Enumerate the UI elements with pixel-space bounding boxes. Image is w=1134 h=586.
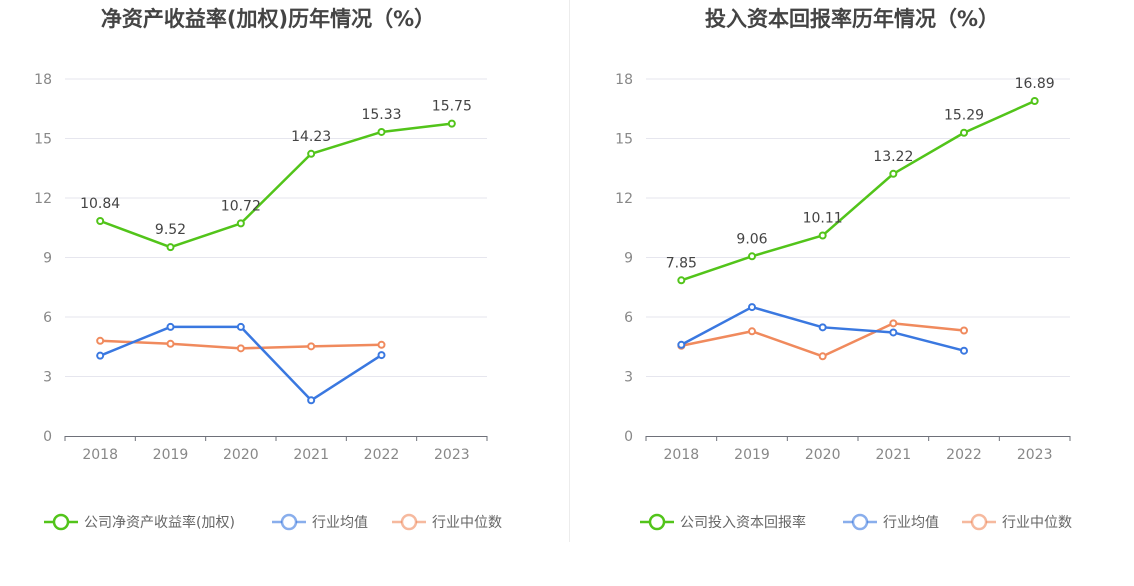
legend-marker xyxy=(400,513,418,531)
y-tick-label: 0 xyxy=(43,429,52,445)
data-point xyxy=(236,322,245,331)
legend-item: 行业中位数 xyxy=(392,513,502,531)
data-point xyxy=(377,340,386,349)
legend-label: 行业中位数 xyxy=(432,515,502,531)
data-point xyxy=(889,169,898,178)
legend-label: 公司投入资本回报率 xyxy=(680,514,806,531)
data-label: 10.84 xyxy=(80,196,120,212)
data-label: 9.06 xyxy=(736,231,767,247)
x-tick-label: 2022 xyxy=(946,447,982,463)
x-tick-label: 2020 xyxy=(223,447,259,463)
data-point xyxy=(818,352,827,361)
legend-marker xyxy=(280,513,298,531)
series-line xyxy=(680,99,1036,282)
data-point xyxy=(960,346,968,355)
data-label: 10.72 xyxy=(221,198,261,214)
data-point xyxy=(677,340,686,349)
y-tick-label: 12 xyxy=(615,191,633,207)
data-point xyxy=(889,319,898,328)
legend-marker xyxy=(648,513,666,531)
legend-item: 行业均值 xyxy=(272,513,368,531)
data-label: 9.52 xyxy=(155,222,186,238)
data-point xyxy=(1030,97,1039,106)
data-label: 15.75 xyxy=(432,99,472,115)
y-tick-label: 12 xyxy=(34,191,52,207)
data-label: 15.29 xyxy=(944,108,984,124)
x-tick-label: 2018 xyxy=(82,447,118,463)
data-label: 16.89 xyxy=(1015,76,1055,92)
data-point xyxy=(377,351,386,360)
data-point xyxy=(447,119,456,128)
data-point xyxy=(960,128,968,137)
x-tick-label: 2023 xyxy=(434,447,470,463)
y-tick-label: 18 xyxy=(615,72,633,88)
y-tick-label: 15 xyxy=(34,132,52,148)
legend-marker xyxy=(851,513,869,531)
x-tick-label: 2019 xyxy=(734,447,770,463)
data-point xyxy=(96,336,105,345)
data-point xyxy=(236,344,245,353)
y-tick-label: 6 xyxy=(624,310,633,326)
legend-item: 公司净资产收益率(加权) xyxy=(44,513,235,531)
y-tick-label: 3 xyxy=(43,370,52,386)
y-tick-label: 9 xyxy=(43,251,52,267)
chart-panel-0: 净资产收益率(加权)历年情况（%） 0 3 6 9 12 15 18 2018 2019 2020 2… xyxy=(34,7,502,531)
y-tick-label: 0 xyxy=(624,429,633,445)
y-tick-label: 9 xyxy=(624,251,633,267)
x-tick-label: 2018 xyxy=(664,447,700,463)
y-tick-label: 15 xyxy=(615,132,633,148)
series-line xyxy=(99,325,383,402)
y-tick-label: 18 xyxy=(34,72,52,88)
data-point xyxy=(96,217,105,226)
data-point xyxy=(677,276,686,285)
data-point xyxy=(307,149,316,158)
legend-label: 公司净资产收益率(加权) xyxy=(84,514,235,531)
data-point xyxy=(166,243,175,252)
legend-marker xyxy=(970,513,988,531)
data-point xyxy=(960,326,968,335)
data-point xyxy=(748,252,756,261)
y-tick-label: 6 xyxy=(43,310,52,326)
data-point xyxy=(307,396,316,405)
legend-item: 行业中位数 xyxy=(962,513,1072,531)
legend-label: 行业均值 xyxy=(312,515,368,531)
data-point xyxy=(166,339,175,348)
data-point xyxy=(166,322,175,331)
data-label: 14.23 xyxy=(291,129,331,145)
x-tick-label: 2021 xyxy=(293,447,329,463)
data-label: 10.11 xyxy=(803,210,843,226)
chart-panel-1: 投入资本回报率历年情况（%） 0 3 6 9 12 15 18 2018 2019 2020 2021… xyxy=(615,7,1072,531)
x-tick-label: 2022 xyxy=(364,447,400,463)
data-point xyxy=(236,219,245,228)
chart-title: 投入资本回报率历年情况（%） xyxy=(705,7,999,31)
legend-item: 公司投入资本回报率 xyxy=(640,513,806,531)
data-label: 7.85 xyxy=(666,255,697,271)
data-point xyxy=(889,328,898,337)
x-tick-label: 2020 xyxy=(805,447,841,463)
x-tick-label: 2023 xyxy=(1017,447,1053,463)
x-tick-label: 2021 xyxy=(876,447,912,463)
data-point xyxy=(818,231,827,240)
legend-label: 行业中位数 xyxy=(1002,515,1072,531)
x-tick-label: 2019 xyxy=(153,447,189,463)
data-point xyxy=(377,127,386,136)
data-point xyxy=(748,327,756,336)
y-tick-label: 3 xyxy=(624,370,633,386)
data-label: 15.33 xyxy=(361,107,401,123)
series-line xyxy=(99,122,452,249)
legend-marker xyxy=(52,513,70,531)
chart-title: 净资产收益率(加权)历年情况（%） xyxy=(101,7,435,31)
data-point xyxy=(96,351,105,360)
legend-label: 行业均值 xyxy=(883,515,939,531)
data-point xyxy=(307,342,316,351)
data-point xyxy=(748,303,756,312)
legend-item: 行业均值 xyxy=(843,513,939,531)
data-label: 13.22 xyxy=(873,149,913,165)
data-point xyxy=(818,323,827,332)
